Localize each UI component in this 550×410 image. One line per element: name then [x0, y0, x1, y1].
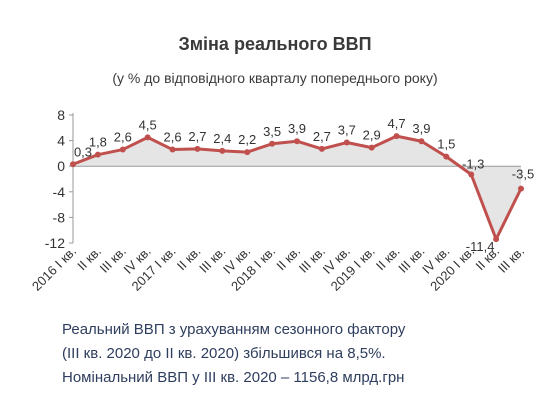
- x-tick-label: III кв.: [495, 244, 527, 276]
- data-label: 2,9: [363, 128, 381, 143]
- notes-block: Реальний ВВП з урахуванням сезонного фак…: [62, 318, 405, 390]
- y-tick-label: 0: [57, 158, 65, 174]
- data-label: -11,4: [466, 239, 495, 254]
- data-point: [70, 161, 76, 168]
- data-point: [169, 146, 176, 153]
- note-line-3: Номінальний ВВП у III кв. 2020 – 1156,8 …: [62, 369, 405, 386]
- data-point: [119, 146, 126, 153]
- y-tick-label: -12: [45, 235, 65, 251]
- note-line-2: (III кв. 2020 до II кв. 2020) збільшився…: [62, 345, 386, 362]
- data-label: -3,5: [512, 167, 534, 182]
- data-point: [418, 138, 425, 145]
- data-point: [194, 145, 201, 152]
- y-tick-label: 8: [57, 107, 65, 123]
- x-tick-label: 2016 I кв.: [29, 244, 79, 294]
- data-label: -1,3: [462, 157, 484, 172]
- chart-subtitle: (у % до відповідного кварталу попередньо…: [112, 70, 438, 86]
- data-point: [368, 144, 375, 151]
- data-point: [94, 151, 101, 158]
- data-point: [393, 133, 400, 140]
- data-label: 0,3: [74, 144, 92, 159]
- data-label: 3,5: [263, 124, 281, 139]
- data-point: [269, 140, 276, 147]
- data-label: 4,7: [388, 116, 406, 131]
- data-point: [244, 149, 251, 156]
- data-point: [343, 139, 350, 146]
- data-label: 4,5: [139, 117, 157, 132]
- data-point: [318, 145, 325, 152]
- data-point: [144, 134, 151, 141]
- data-point: [493, 236, 500, 243]
- gdp-line-chart: 8 4 0 -4 -8 -12 0,31,8 2,6 4,5 2,6 2,7 2,4 2,2 3,5 3,9…: [29, 107, 534, 294]
- y-tick-label: -8: [53, 209, 66, 225]
- data-label: 2,7: [188, 129, 206, 144]
- data-label: 2,7: [313, 129, 331, 144]
- area-fill: [73, 136, 521, 240]
- y-tick-label: 4: [57, 133, 65, 149]
- chart-title: Зміна реального ВВП: [178, 34, 372, 54]
- note-line-1: Реальний ВВП з урахуванням сезонного фак…: [62, 321, 406, 338]
- data-label: 1,5: [437, 137, 455, 152]
- data-label: 2,4: [213, 131, 231, 146]
- data-label: 3,9: [288, 121, 306, 136]
- data-label: 2,2: [238, 132, 256, 147]
- y-tick-label: -4: [53, 184, 66, 200]
- data-label: 1,8: [89, 135, 107, 150]
- data-label: 2,6: [164, 130, 182, 145]
- data-point: [468, 171, 475, 178]
- data-label: 2,6: [114, 130, 132, 145]
- data-point: [443, 153, 450, 160]
- data-point: [219, 147, 226, 154]
- data-point: [294, 138, 300, 145]
- data-label: 3,7: [338, 123, 356, 138]
- data-point: [518, 185, 524, 192]
- data-label: 3,9: [412, 121, 430, 136]
